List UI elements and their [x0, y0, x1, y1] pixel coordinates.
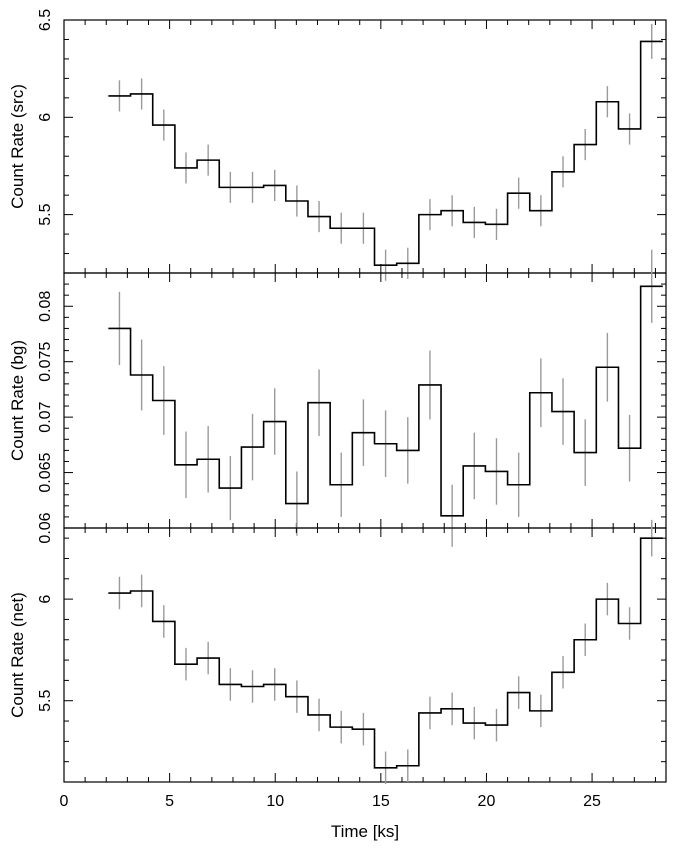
x-tick-label: 10 [266, 793, 284, 810]
y-axis-title: Count Rate (src) [8, 84, 27, 209]
y-axis-title: Count Rate (bg) [8, 340, 27, 461]
y-tick-label: 6 [37, 595, 54, 604]
y-tick-label: 0.075 [37, 342, 54, 382]
series-line [108, 285, 663, 517]
y-tick-label: 6.5 [37, 9, 54, 31]
y-tick-label: 5.5 [37, 690, 54, 712]
x-axis-title: Time [ks] [331, 822, 399, 841]
y-tick-label: 0.06 [37, 512, 54, 543]
x-tick-label: 20 [478, 793, 496, 810]
y-tick-label: 0.07 [37, 401, 54, 432]
y-tick-label: 0.065 [37, 452, 54, 492]
y-tick-label: 5.5 [37, 203, 54, 225]
series-line [108, 537, 663, 769]
x-tick-label: 5 [165, 793, 174, 810]
y-tick-label: 6 [37, 113, 54, 122]
y-tick-label: 0.08 [37, 291, 54, 322]
x-tick-label: 15 [372, 793, 390, 810]
x-tick-label: 25 [583, 793, 601, 810]
x-tick-label: 0 [60, 793, 69, 810]
y-axis-title: Count Rate (net) [8, 592, 27, 718]
series-line [108, 40, 663, 267]
panel-frame [63, 527, 667, 783]
panel-frame [63, 19, 667, 274]
